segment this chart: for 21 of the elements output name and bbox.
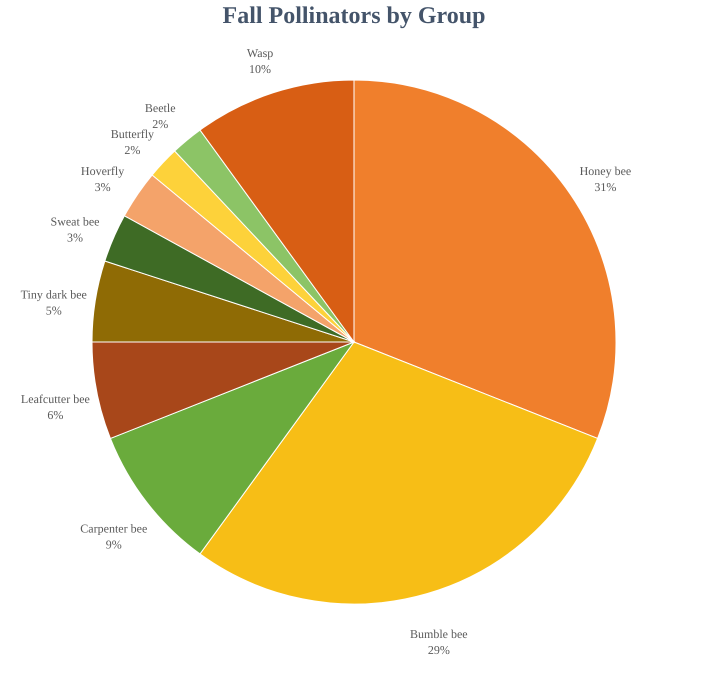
slice-label: Leafcutter bee bbox=[20, 392, 90, 406]
data-label: 6% bbox=[47, 408, 64, 422]
data-label: 2% bbox=[152, 116, 168, 131]
slice-label: Bumble bee bbox=[410, 626, 468, 641]
data-label: 29% bbox=[428, 642, 450, 657]
data-label: 31% bbox=[594, 180, 616, 194]
slice-label: Tiny dark bee bbox=[20, 287, 87, 302]
data-label: 3% bbox=[67, 230, 84, 244]
slice-label: Honey bee bbox=[580, 164, 632, 178]
data-label: 3% bbox=[94, 180, 111, 194]
slice-label: Sweat bee bbox=[50, 214, 100, 228]
slice-label: Hoverfly bbox=[80, 164, 124, 178]
chart-title: Fall Pollinators by Group bbox=[222, 3, 486, 29]
data-label: 10% bbox=[249, 62, 272, 76]
slice-label: Wasp bbox=[246, 46, 274, 60]
slice-label: Butterfly bbox=[110, 126, 154, 141]
slice-label: Beetle bbox=[144, 100, 176, 115]
slice-label: Carpenter bee bbox=[80, 521, 148, 536]
data-label: 9% bbox=[106, 537, 122, 552]
data-label: 5% bbox=[46, 303, 62, 318]
data-label: 2% bbox=[124, 142, 140, 157]
